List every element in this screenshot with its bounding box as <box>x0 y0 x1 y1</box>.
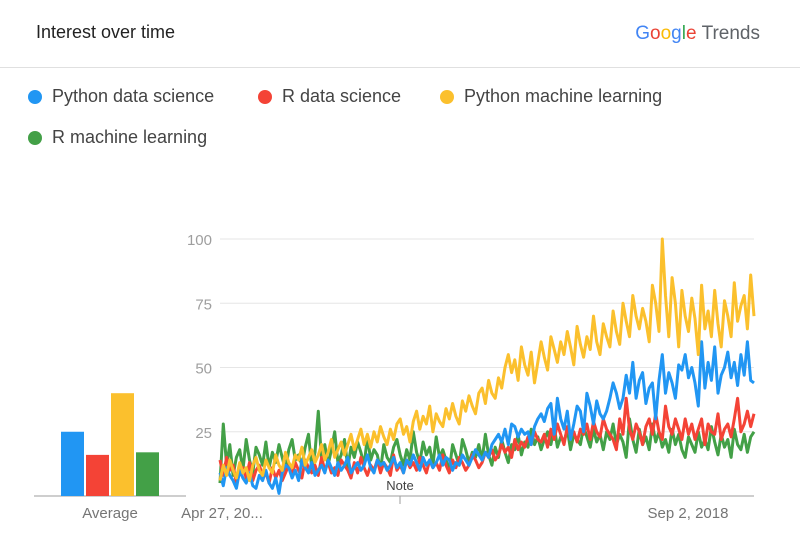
y-tick-label: 25 <box>195 425 212 442</box>
x-tick-label: Sep 2, 2018 <box>648 505 729 522</box>
logo-letter: o <box>660 23 672 44</box>
average-bar <box>61 431 84 496</box>
average-bar-chart: Average <box>34 393 186 522</box>
gridlines: 25 50 75 100 <box>187 232 754 442</box>
legend-dot-icon <box>28 130 42 145</box>
average-bar <box>136 452 159 496</box>
logo-letter: e <box>685 23 697 44</box>
logo-letter: l <box>681 23 686 44</box>
legend-label: R machine learning <box>52 127 208 147</box>
legend-label: R data science <box>282 86 402 106</box>
legend-item-r-machine-learning[interactable]: R machine learning <box>28 127 207 148</box>
x-axis: Note Apr 27, 20... Sep 2, 2018 <box>181 478 754 522</box>
legend-dot-icon <box>28 89 42 104</box>
legend-dot-icon <box>258 89 272 104</box>
y-tick-label: 50 <box>195 361 212 378</box>
average-label: Average <box>82 505 138 522</box>
legend-label: Python machine learning <box>464 86 663 106</box>
series-line <box>218 340 755 495</box>
header: Interest over time Google Trends <box>0 0 800 68</box>
y-tick-label: 100 <box>187 232 212 249</box>
google-wordmark: Google <box>635 23 696 45</box>
logo-letter: G <box>635 23 651 44</box>
average-bar <box>86 454 109 496</box>
legend-dot-icon <box>440 89 454 104</box>
series-line <box>218 237 756 483</box>
legend-label: Python data science <box>52 86 215 106</box>
trends-wordmark: Trends <box>701 23 760 44</box>
google-trends-logo[interactable]: Google Trends <box>635 23 760 45</box>
note-label: Note <box>386 478 413 493</box>
chart-title: Interest over time <box>36 22 176 42</box>
average-bar <box>111 393 134 496</box>
series-line <box>218 409 756 484</box>
y-tick-label: 75 <box>195 296 212 313</box>
x-tick-label: Apr 27, 20... <box>181 505 263 522</box>
line-series <box>218 237 756 495</box>
legend-item-python-machine-learning[interactable]: Python machine learning <box>440 86 662 107</box>
logo-letter: g <box>671 23 682 44</box>
legend-item-r-data-science[interactable]: R data science <box>258 86 401 107</box>
legend-item-python-data-science[interactable]: Python data science <box>28 86 214 107</box>
logo-letter: o <box>650 23 661 44</box>
series-line <box>218 396 756 485</box>
